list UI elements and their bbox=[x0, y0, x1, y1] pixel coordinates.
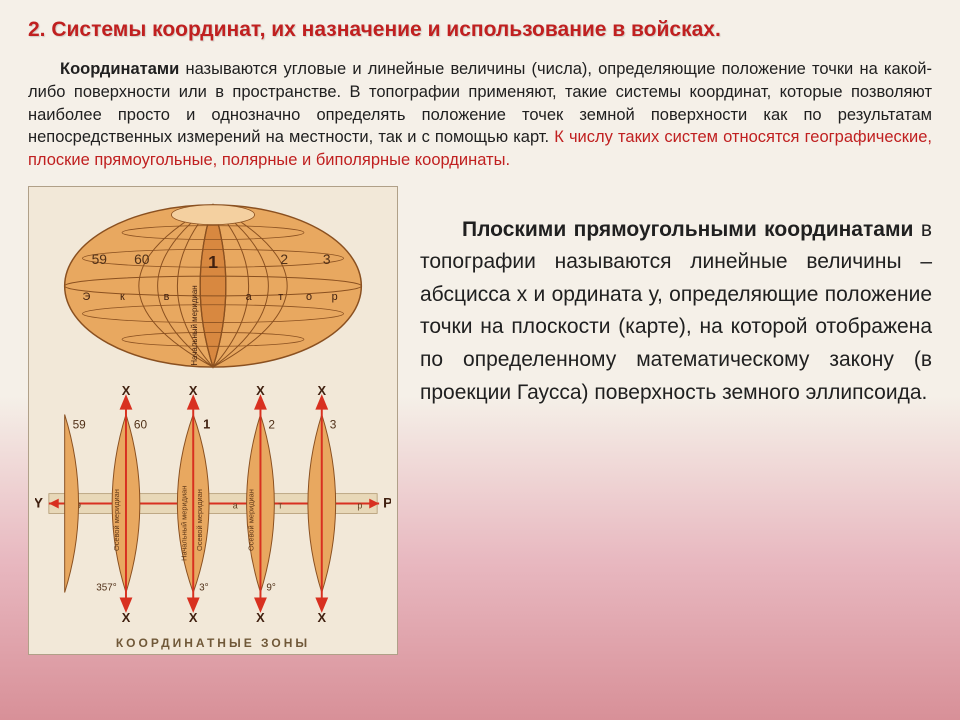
svg-text:а: а bbox=[233, 500, 238, 510]
svg-text:59: 59 bbox=[73, 417, 87, 431]
svg-text:к: к bbox=[120, 291, 125, 303]
coordinate-zones-figure: 59 60 1 2 3 Э к в а т о р Начальный мери… bbox=[28, 186, 398, 655]
svg-text:1: 1 bbox=[203, 416, 210, 431]
svg-text:X: X bbox=[317, 610, 326, 625]
svg-text:X: X bbox=[189, 383, 198, 398]
svg-text:60: 60 bbox=[134, 417, 148, 431]
intro-paragraph: Координатами называются угловые и линейн… bbox=[28, 58, 932, 172]
figure-svg: 59 60 1 2 3 Э к в а т о р Начальный мери… bbox=[35, 195, 391, 630]
svg-text:X: X bbox=[256, 383, 265, 398]
svg-text:X: X bbox=[189, 610, 198, 625]
svg-text:Э: Э bbox=[82, 291, 90, 303]
svg-text:Осевой меридиан: Осевой меридиан bbox=[195, 489, 204, 551]
svg-text:Начальный меридиан: Начальный меридиан bbox=[190, 285, 199, 365]
svg-text:р: р bbox=[357, 500, 362, 510]
svg-text:2: 2 bbox=[268, 417, 275, 431]
svg-text:т: т bbox=[278, 291, 283, 303]
svg-text:X: X bbox=[317, 383, 326, 398]
svg-text:т: т bbox=[278, 500, 282, 510]
svg-text:2: 2 bbox=[280, 251, 288, 267]
svg-text:60: 60 bbox=[134, 251, 150, 267]
svg-text:в: в bbox=[164, 291, 170, 303]
definition-paragraph: Плоскими прямоугольными координатами в т… bbox=[420, 186, 932, 409]
svg-text:3°: 3° bbox=[199, 582, 208, 593]
svg-text:X: X bbox=[122, 383, 131, 398]
definition-keyword: Плоскими прямоугольными координатами bbox=[462, 218, 913, 241]
svg-text:X: X bbox=[122, 610, 131, 625]
svg-text:357°: 357° bbox=[96, 582, 116, 593]
svg-text:X: X bbox=[256, 610, 265, 625]
svg-text:Начальный меридиан: Начальный меридиан bbox=[179, 485, 188, 560]
intro-keyword: Координатами bbox=[60, 60, 179, 78]
svg-text:Y: Y bbox=[35, 494, 43, 510]
definition-body: в топографии называются линейные величин… bbox=[420, 218, 932, 404]
svg-text:Осевой меридиан: Осевой меридиан bbox=[247, 489, 256, 551]
svg-text:о: о bbox=[306, 291, 312, 303]
svg-text:P: P bbox=[383, 494, 391, 510]
svg-text:59: 59 bbox=[92, 251, 108, 267]
svg-text:9°: 9° bbox=[266, 582, 275, 593]
svg-text:1: 1 bbox=[208, 252, 218, 272]
svg-text:3: 3 bbox=[323, 251, 331, 267]
main-row: 59 60 1 2 3 Э к в а т о р Начальный мери… bbox=[28, 186, 932, 655]
section-title: 2. Системы координат, их назначение и ис… bbox=[28, 18, 932, 42]
svg-text:р: р bbox=[332, 291, 338, 303]
svg-text:Осевой меридиан: Осевой меридиан bbox=[112, 489, 121, 551]
figure-caption: КООРДИНАТНЫЕ ЗОНЫ bbox=[35, 636, 391, 650]
svg-text:а: а bbox=[246, 291, 253, 303]
svg-text:3: 3 bbox=[330, 417, 337, 431]
